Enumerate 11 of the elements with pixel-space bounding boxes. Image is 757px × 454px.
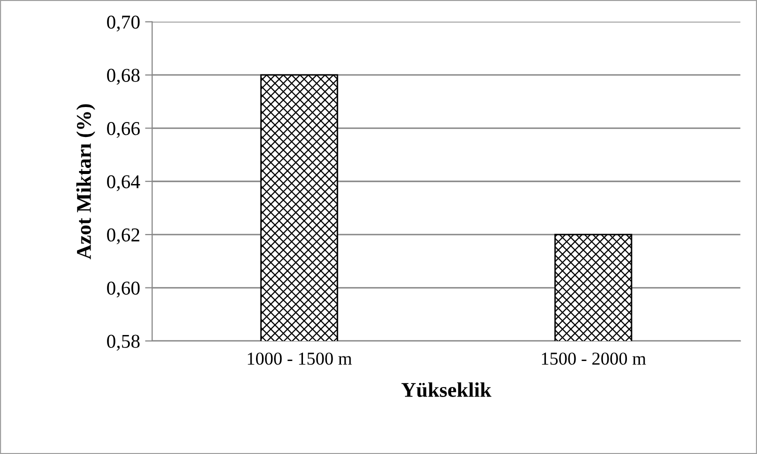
y-tick-label: 0,64 [107,175,140,192]
y-tick-label: 0,58 [107,334,140,351]
y-axis-title: Azot Miktarı (%) [76,104,96,260]
y-tick-label: 0,62 [107,228,140,244]
y-tick-label: 0,68 [107,68,140,85]
y-tick-label: 0,70 [107,16,140,32]
x-tick-label: 1500 - 2000 m [542,352,646,365]
y-tick-label: 0,60 [107,282,140,298]
x-tick-label: 1000 - 1500 m [248,352,352,365]
x-axis-title: Yükseklik [401,382,492,398]
y-tick-label: 0,66 [107,122,140,138]
